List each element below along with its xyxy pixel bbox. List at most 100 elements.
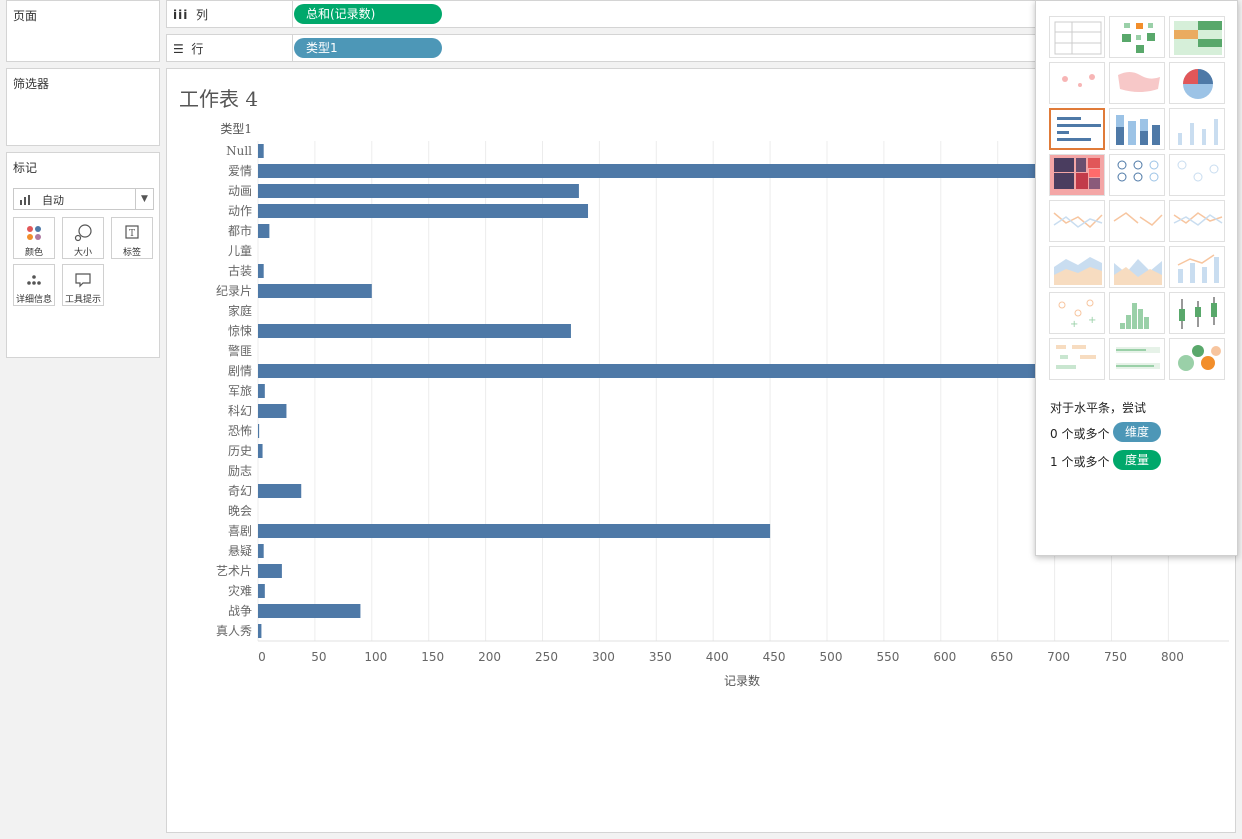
show-me-panel[interactable]: + + 对于水平条，尝试 0 个或多个 维度 1 个或多个 度量: [1035, 0, 1238, 556]
category-label[interactable]: 警匪: [228, 343, 252, 358]
area-discrete-icon[interactable]: [1109, 246, 1165, 288]
tooltip-button[interactable]: 工具提示: [62, 264, 104, 306]
detail-button[interactable]: 详细信息: [13, 264, 55, 306]
bar[interactable]: [258, 524, 771, 538]
bar[interactable]: [258, 404, 287, 418]
category-label[interactable]: 爱情: [228, 164, 252, 178]
bar[interactable]: [258, 564, 282, 578]
horizontal-bars-icon[interactable]: [1049, 108, 1105, 150]
category-label[interactable]: 剧情: [228, 364, 252, 378]
category-label[interactable]: 都市: [228, 223, 252, 238]
category-label[interactable]: 励志: [228, 464, 252, 478]
bar[interactable]: [258, 424, 260, 438]
symbol-map-icon[interactable]: [1049, 62, 1105, 104]
label-icon: T: [112, 223, 152, 245]
x-tick-label: 450: [763, 650, 786, 664]
bar[interactable]: [258, 204, 589, 218]
x-axis-title[interactable]: 记录数: [724, 673, 760, 688]
label-label: 标签: [122, 248, 141, 258]
bar[interactable]: [258, 584, 265, 598]
category-label[interactable]: 军旅: [228, 384, 252, 398]
category-label[interactable]: 晚会: [228, 504, 252, 518]
bar[interactable]: [258, 144, 264, 158]
bar[interactable]: [258, 164, 1044, 178]
bar[interactable]: [258, 444, 263, 458]
x-tick-label: 400: [706, 650, 729, 664]
svg-text:T: T: [129, 229, 135, 239]
category-label[interactable]: 儿童: [228, 243, 252, 258]
histogram-icon[interactable]: [1109, 292, 1165, 334]
category-label[interactable]: 艺术片: [216, 564, 252, 578]
x-tick-label: 250: [535, 650, 558, 664]
category-label[interactable]: 奇幻: [228, 484, 252, 498]
circle-views-icon[interactable]: [1109, 154, 1165, 196]
side-by-side-circles-icon[interactable]: [1169, 154, 1225, 196]
size-button[interactable]: 大小: [62, 217, 104, 259]
gantt-icon[interactable]: [1049, 338, 1105, 380]
pie-chart-icon[interactable]: [1169, 62, 1225, 104]
area-continuous-icon[interactable]: [1049, 246, 1105, 288]
pages-panel: 页面: [6, 0, 160, 62]
rows-dimension-pill[interactable]: 类型1: [294, 38, 442, 58]
bar[interactable]: [258, 284, 372, 298]
category-label[interactable]: 喜剧: [228, 524, 252, 538]
category-label[interactable]: 真人秀: [216, 624, 252, 638]
category-label[interactable]: Null: [226, 144, 252, 158]
scatter-plot-icon[interactable]: + +: [1049, 292, 1105, 334]
category-label[interactable]: 悬疑: [228, 543, 252, 558]
sheet-title[interactable]: 工作表 4: [179, 87, 259, 111]
continuous-lines-icon[interactable]: [1049, 200, 1105, 242]
detail-label: 详细信息: [15, 295, 52, 305]
bar[interactable]: [258, 384, 265, 398]
chevron-down-icon[interactable]: ▼: [135, 189, 153, 209]
x-tick-label: 750: [1104, 650, 1127, 664]
color-button[interactable]: 颜色: [13, 217, 55, 259]
x-tick-label: 350: [649, 650, 672, 664]
treemap-icon[interactable]: [1049, 154, 1105, 196]
filters-title: 筛选器: [13, 77, 50, 91]
rows-label: 行: [191, 42, 204, 56]
filters-panel[interactable]: 筛选器: [6, 68, 160, 146]
dual-combination-icon[interactable]: [1169, 246, 1225, 288]
bar-chart[interactable]: 类型1 Null 爱情动画动作都市儿童古装纪录片家庭惊悚警匪剧情军旅科幻恐怖历史励志…: [167, 69, 1235, 832]
stacked-bars-icon[interactable]: [1109, 108, 1165, 150]
category-label[interactable]: 惊悚: [228, 323, 252, 338]
discrete-lines-icon[interactable]: [1109, 200, 1165, 242]
label-button[interactable]: T 标签: [111, 217, 153, 259]
shelf-divider: [292, 35, 293, 61]
bar[interactable]: [258, 624, 262, 638]
heat-map-icon[interactable]: [1109, 16, 1165, 58]
bullet-graph-icon[interactable]: [1109, 338, 1165, 380]
category-label[interactable]: 历史: [228, 444, 252, 458]
filled-map-icon[interactable]: [1109, 62, 1165, 104]
bar[interactable]: [258, 364, 1044, 378]
bar[interactable]: [258, 324, 571, 338]
category-label[interactable]: 家庭: [228, 303, 252, 318]
side-by-side-bars-icon[interactable]: [1169, 108, 1225, 150]
dim-requirement: 0 个或多个: [1050, 427, 1110, 441]
bar[interactable]: [258, 604, 361, 618]
bar[interactable]: [258, 184, 579, 198]
category-label[interactable]: 动画: [228, 184, 252, 198]
category-label[interactable]: 恐怖: [228, 423, 252, 438]
category-label[interactable]: 灾难: [228, 583, 252, 598]
category-label[interactable]: 纪录片: [216, 284, 252, 298]
packed-bubbles-icon[interactable]: [1169, 338, 1225, 380]
bar[interactable]: [258, 224, 270, 238]
category-label[interactable]: 动作: [228, 204, 252, 218]
dual-lines-icon[interactable]: [1169, 200, 1225, 242]
highlight-table-icon[interactable]: [1169, 16, 1225, 58]
box-whisker-icon[interactable]: [1169, 292, 1225, 334]
columns-measure-pill[interactable]: 总和(记录数): [294, 4, 442, 24]
bar[interactable]: [258, 264, 264, 278]
mark-type-dropdown[interactable]: 自动 ▼: [13, 188, 154, 210]
pages-title: 页面: [13, 9, 38, 23]
text-table-icon[interactable]: [1049, 16, 1105, 58]
row-header[interactable]: 类型1: [220, 122, 252, 136]
bar[interactable]: [258, 484, 302, 498]
x-tick-label: 0: [258, 650, 266, 664]
category-label[interactable]: 科幻: [228, 404, 252, 418]
bar[interactable]: [258, 544, 264, 558]
category-label[interactable]: 战争: [228, 604, 252, 618]
category-label[interactable]: 古装: [228, 263, 252, 278]
